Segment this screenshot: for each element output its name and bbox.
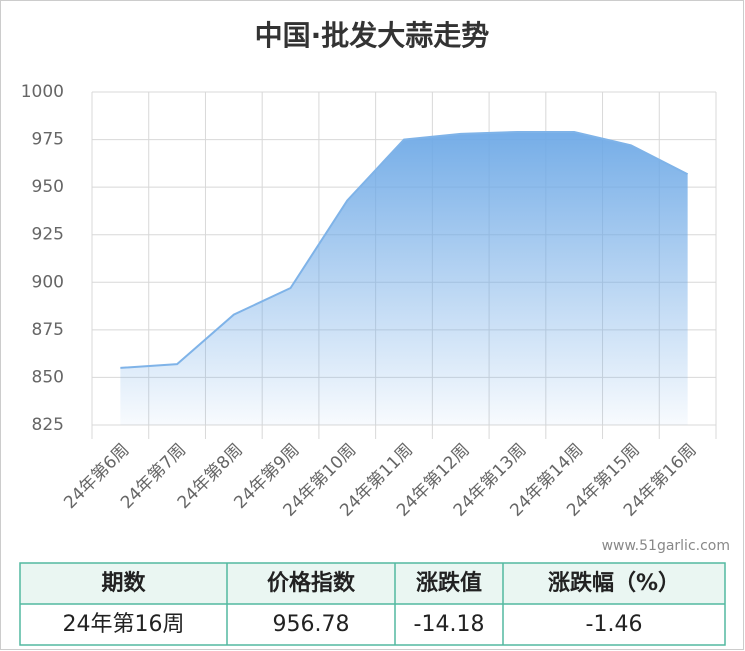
y-tick-label: 850	[32, 367, 64, 387]
watermark: www.51garlic.com	[602, 538, 730, 554]
plot: 825850875900925950975100024年第6周24年第7周24年…	[21, 82, 717, 521]
chart-title: 中国·批发大蒜走势	[255, 19, 490, 52]
table-cell: 956.78	[273, 612, 350, 637]
y-tick-label: 825	[32, 415, 64, 435]
y-tick-label: 975	[32, 130, 64, 150]
table: 期数 价格指数 涨跌值 涨跌幅（%） 24年第16周 956.78 -14.18 -1.46	[19, 562, 726, 646]
y-tick-label: 1000	[21, 82, 64, 102]
table-cell: -1.46	[586, 612, 643, 637]
table-header: 涨跌值	[416, 570, 482, 596]
y-tick-label: 925	[32, 225, 64, 245]
y-tick-label: 950	[32, 177, 64, 197]
y-tick-label: 875	[32, 320, 64, 340]
area	[120, 131, 688, 425]
table-header: 涨跌幅（%）	[548, 571, 680, 596]
table-cell: -14.18	[414, 612, 485, 637]
y-tick-label: 900	[32, 272, 64, 292]
line	[120, 130, 689, 369]
table-header: 期数	[101, 570, 146, 596]
table-header: 价格指数	[267, 570, 356, 596]
table-cell: 24年第16周	[63, 612, 185, 637]
table-header-bg	[20, 563, 725, 604]
